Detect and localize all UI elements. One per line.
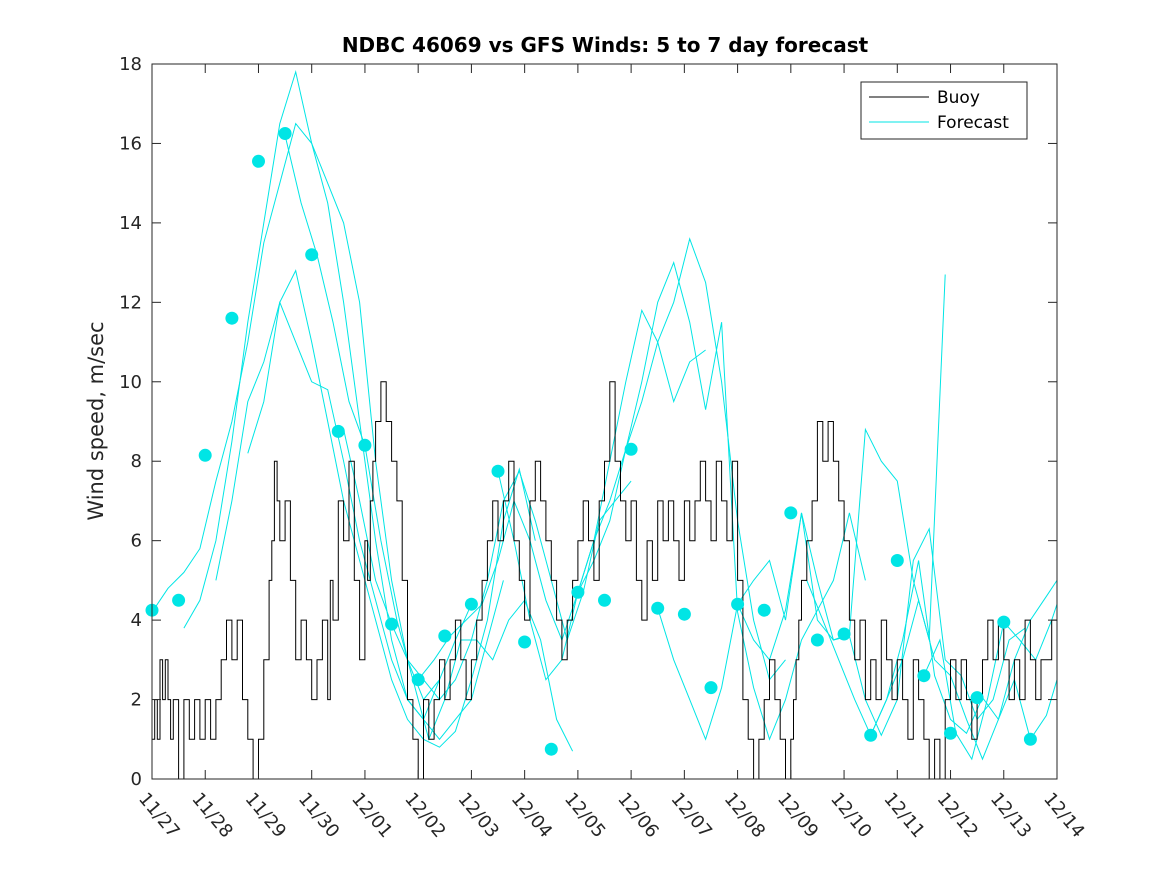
forecast-point (331, 424, 345, 438)
forecast-series-line (806, 560, 1058, 737)
plot-area (145, 63, 1058, 780)
forecast-point (624, 442, 638, 456)
forecast-point (464, 597, 478, 611)
chart-title: NDBC 46069 vs GFS Winds: 5 to 7 day fore… (342, 33, 869, 57)
forecast-point (651, 601, 665, 615)
forecast-point (917, 669, 931, 683)
forecast-point (385, 617, 399, 631)
forecast-series-line (215, 300, 504, 741)
legend-buoy-label: Buoy (937, 88, 980, 108)
forecast-point (810, 633, 824, 647)
forecast-point (970, 691, 984, 705)
forecast-point (571, 585, 585, 599)
forecast-point (172, 593, 186, 607)
y-axis: 0 2 4 6 8 10 12 14 16 18 (119, 54, 1057, 790)
forecast-point (598, 593, 611, 607)
forecast-series-line (151, 122, 440, 721)
forecast-point (944, 726, 957, 740)
buoy-layer (152, 381, 1058, 780)
forecast-point (438, 629, 452, 643)
forecast-point (864, 728, 878, 742)
y-tick-label: 14 (119, 213, 142, 234)
forecast-points-layer (145, 127, 1037, 756)
y-tick-label: 16 (119, 133, 142, 154)
forecast-point (252, 154, 265, 168)
legend: Buoy Forecast (860, 81, 1028, 140)
y-axis-label: Wind speed, m/sec (84, 321, 108, 520)
legend-forecast-label: Forecast (937, 113, 1009, 133)
forecast-point (491, 464, 505, 478)
y-tick-label: 18 (119, 54, 142, 75)
y-tick-label: 12 (119, 292, 142, 313)
legend-box (860, 81, 1028, 140)
forecast-point (677, 607, 691, 621)
forecast-point (1023, 732, 1037, 746)
y-tick-label: 10 (119, 372, 142, 393)
plot-frame (151, 63, 1058, 780)
y-tick-label: 8 (131, 451, 142, 472)
forecast-point (731, 597, 745, 611)
y-tick-label: 0 (131, 769, 142, 790)
forecast-point (278, 127, 292, 140)
forecast-point (704, 681, 718, 695)
forecast-point (225, 311, 239, 325)
forecast-point (198, 448, 212, 462)
forecast-point (518, 635, 532, 649)
forecast-point (544, 742, 558, 756)
y-tick-label: 6 (131, 531, 142, 552)
forecast-point (411, 673, 425, 687)
forecast-point (997, 615, 1011, 629)
forecast-point (890, 554, 904, 567)
y-tick-label: 4 (131, 610, 142, 631)
forecast-point (358, 438, 372, 452)
forecast-point (305, 248, 319, 262)
forecast-point (784, 506, 798, 520)
forecast-point (837, 627, 851, 641)
buoy-series-line (152, 381, 1058, 780)
y-tick-label: 2 (131, 690, 142, 711)
forecast-series-line (247, 269, 536, 748)
forecast-point (757, 603, 771, 617)
